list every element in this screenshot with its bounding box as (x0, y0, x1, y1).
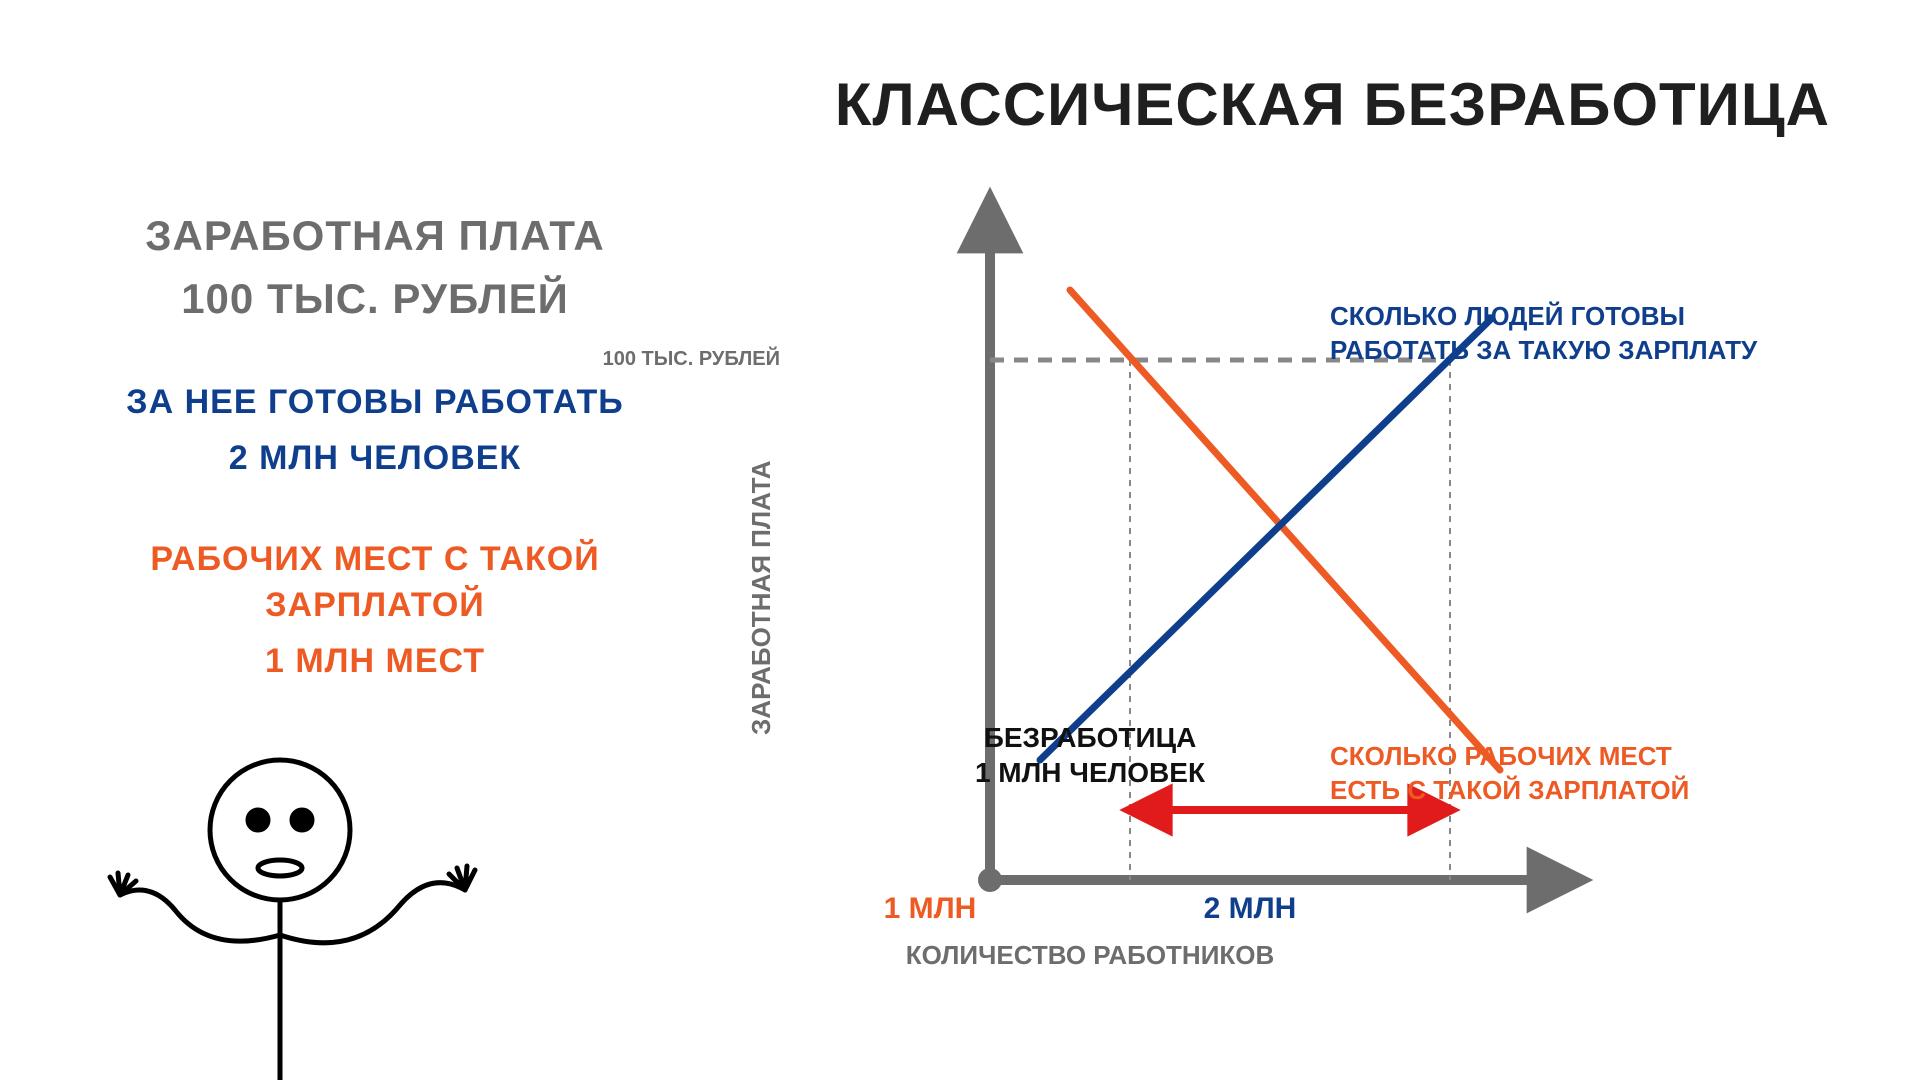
demand-line-label-2: ЕСТЬ С ТАКОЙ ЗАРПЛАТОЙ (1330, 775, 1689, 805)
supply-line-label-1: СКОЛЬКО ЛЮДЕЙ ГОТОВЫ (1330, 301, 1685, 331)
supply-line-label-2: РАБОТАТЬ ЗА ТАКУЮ ЗАРПЛАТУ (1330, 335, 1757, 365)
wage-value: 100 ТЫС. РУБЛЕЙ (60, 273, 690, 326)
wage-caption: ЗАРАБОТНАЯ ПЛАТА (60, 210, 690, 263)
page-title: КЛАССИЧЕСКАЯ БЕЗРАБОТИЦА (835, 70, 1830, 139)
slide: КЛАССИЧЕСКАЯ БЕЗРАБОТИЦА ЗАРАБОТНАЯ ПЛАТ… (0, 0, 1920, 1080)
y-tick-label: 100 ТЫС. РУБЛЕЙ (570, 348, 780, 371)
unemployment-label-2: 1 МЛН ЧЕЛОВЕК (975, 757, 1205, 788)
demand-text-1: РАБОЧИХ МЕСТ С ТАКОЙ ЗАРПЛАТОЙ (60, 537, 690, 629)
demand-line-label: СКОЛЬКО РАБОЧИХ МЕСТ ЕСТЬ С ТАКОЙ ЗАРПЛА… (1330, 740, 1810, 808)
x-axis-label: КОЛИЧЕСТВО РАБОТНИКОВ (870, 940, 1310, 971)
supply-text-2: 2 МЛН ЧЕЛОВЕК (60, 436, 690, 482)
demand-text-2: 1 МЛН МЕСТ (60, 639, 690, 685)
supply-text-1: ЗА НЕЕ ГОТОВЫ РАБОТАТЬ (60, 380, 690, 426)
unemployment-label-1: БЕЗРАБОТИЦА (984, 722, 1197, 753)
shrug-figure-icon (90, 720, 550, 1080)
supply-line-label: СКОЛЬКО ЛЮДЕЙ ГОТОВЫ РАБОТАТЬ ЗА ТАКУЮ З… (1330, 300, 1810, 368)
x-tick-2mln: 2 МЛН (1190, 892, 1310, 926)
supply-demand-chart: 100 ТЫС. РУБЛЕЙ ЗАРАБОТНАЯ ПЛАТА КОЛИЧЕС… (700, 180, 1880, 1000)
y-axis-label: ЗАРАБОТНАЯ ПЛАТА (746, 460, 777, 735)
unemployment-label: БЕЗРАБОТИЦА 1 МЛН ЧЕЛОВЕК (930, 720, 1250, 790)
left-column: ЗАРАБОТНАЯ ПЛАТА 100 ТЫС. РУБЛЕЙ ЗА НЕЕ … (60, 210, 690, 684)
x-tick-1mln: 1 МЛН (870, 892, 990, 926)
demand-line-label-1: СКОЛЬКО РАБОЧИХ МЕСТ (1330, 741, 1672, 771)
